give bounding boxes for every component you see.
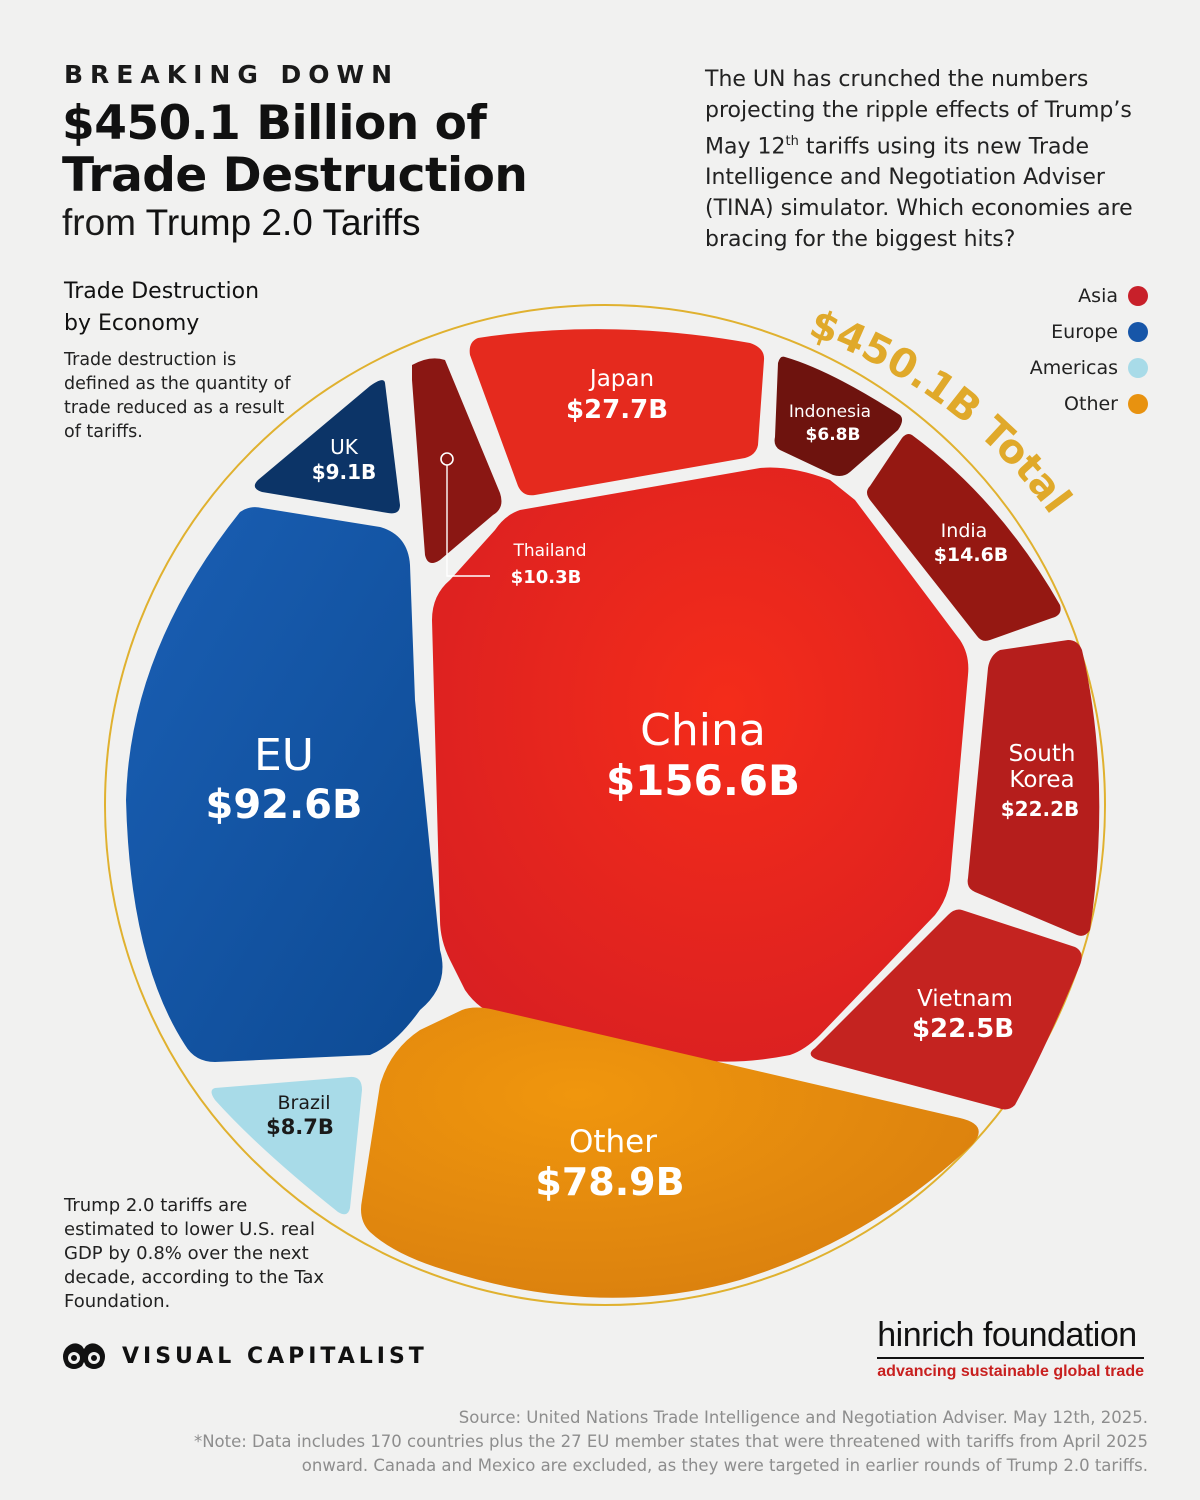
legend-item-other: Other (1030, 386, 1148, 422)
label-brazil-name: Brazil (277, 1092, 330, 1114)
gdp-note: Trump 2.0 tariffs are estimated to lower… (64, 1195, 325, 1312)
label-other: Other $78.9B (535, 1124, 684, 1204)
label-eu-value: $92.6B (205, 782, 362, 828)
outer-ring (104, 304, 1106, 1306)
label-uk: UK $9.1B (312, 435, 377, 484)
legend-item-europe: Europe (1030, 314, 1148, 350)
chart-heading-line-2: by Economy (64, 311, 200, 336)
label-other-name: Other (569, 1124, 657, 1160)
label-china-name: China (640, 705, 766, 756)
legend-swatch (1128, 358, 1148, 378)
title-line-1: $450.1 Billion of (62, 96, 487, 151)
hinrich-foundation-logo: hinrich foundation advancing sustainable… (877, 1316, 1144, 1381)
label-indonesia: Indonesia $6.8B (789, 402, 871, 445)
cell-india (867, 434, 1061, 641)
cell-other (361, 1007, 979, 1298)
label-uk-name: UK (330, 435, 359, 459)
label-india-value: $14.6B (934, 544, 1009, 566)
label-indonesia-name: Indonesia (789, 402, 871, 422)
vc-wordmark: VISUAL CAPITALIST (122, 1343, 428, 1369)
label-china: China $156.6B (606, 705, 800, 805)
page-title: $450.1 Billion of Trade Destruction (62, 96, 528, 203)
legend-swatch (1128, 322, 1148, 342)
cell-indonesia (774, 356, 903, 476)
cell-south-korea (967, 640, 1100, 936)
label-eu-name: EU (254, 730, 314, 781)
label-india: India $14.6B (934, 520, 1009, 566)
thailand-leader-line (446, 465, 490, 577)
vc-binoculars-icon (63, 1343, 105, 1369)
legend-label: Other (1064, 393, 1118, 415)
definition-note: Trade destruction is defined as the quan… (64, 350, 291, 442)
subtitle-prefix: from (62, 202, 146, 243)
cell-thailand (412, 358, 502, 564)
label-eu: EU $92.6B (205, 730, 362, 828)
label-japan: Japan $27.7B (566, 366, 668, 425)
label-vietnam-value: $22.5B (912, 1014, 1014, 1044)
intro-sup: th (785, 134, 799, 149)
label-vietnam-name: Vietnam (917, 986, 1013, 1012)
label-thailand-name: Thailand (512, 541, 586, 561)
label-south-korea: South Korea $22.2B (1001, 741, 1080, 821)
label-japan-value: $27.7B (566, 395, 668, 425)
label-brazil: Brazil $8.7B (266, 1092, 334, 1139)
label-vietnam: Vietnam $22.5B (912, 986, 1014, 1044)
cell-eu (126, 507, 443, 1063)
label-japan-name: Japan (588, 366, 654, 392)
legend-item-asia: Asia (1030, 278, 1148, 314)
label-thailand-value: $10.3B (511, 567, 582, 588)
label-uk-value: $9.1B (312, 460, 377, 484)
label-south-korea-name-2: Korea (1009, 767, 1074, 793)
chart-heading-line-1: Trade Destruction (64, 279, 260, 304)
subtitle: from Trump 2.0 Tariffs (62, 202, 421, 244)
cell-japan (469, 329, 765, 496)
chart-heading: Trade Destruction by Economy (64, 276, 259, 340)
cell-brazil (211, 1076, 362, 1215)
intro-part-1: The UN has crunched the numbers projecti… (705, 67, 1132, 160)
cell-uk (254, 380, 400, 514)
label-other-value: $78.9B (535, 1160, 684, 1204)
label-indonesia-value: $6.8B (806, 425, 861, 445)
legend-label: Europe (1051, 321, 1118, 343)
label-china-value: $156.6B (606, 756, 800, 805)
legend-swatch (1128, 286, 1148, 306)
legend-label: Asia (1078, 285, 1118, 307)
label-india-name: India (941, 520, 988, 542)
title-line-2: Trade Destruction (62, 148, 528, 203)
cell-vietnam (810, 909, 1082, 1110)
legend: Asia Europe Americas Other (1030, 278, 1148, 422)
label-thailand: Thailand $10.3B (511, 541, 587, 588)
label-brazil-value: $8.7B (266, 1115, 334, 1139)
subtitle-emphasis: Trump 2.0 Tariffs (145, 202, 421, 243)
cell-china (432, 467, 969, 1062)
hinrich-name: hinrich foundation (877, 1316, 1144, 1359)
legend-label: Americas (1029, 357, 1118, 379)
intro-text: The UN has crunched the numbers projecti… (705, 64, 1155, 255)
footer: Source: United Nations Trade Intelligenc… (148, 1406, 1148, 1478)
label-south-korea-value: $22.2B (1001, 797, 1080, 821)
hinrich-tagline: advancing sustainable global trade (877, 1363, 1144, 1380)
label-south-korea-name-1: South (1009, 741, 1076, 767)
visual-capitalist-logo: VISUAL CAPITALIST (62, 1340, 428, 1372)
legend-item-americas: Americas (1030, 350, 1148, 386)
kicker: BREAKING DOWN (64, 60, 400, 89)
intro-part-2: tariffs using its new Trade Intelligence… (705, 134, 1133, 253)
legend-swatch (1128, 394, 1148, 414)
source-text: Source: United Nations Trade Intelligenc… (458, 1408, 1148, 1427)
note-text: *Note: Data includes 170 countries plus … (193, 1432, 1148, 1475)
